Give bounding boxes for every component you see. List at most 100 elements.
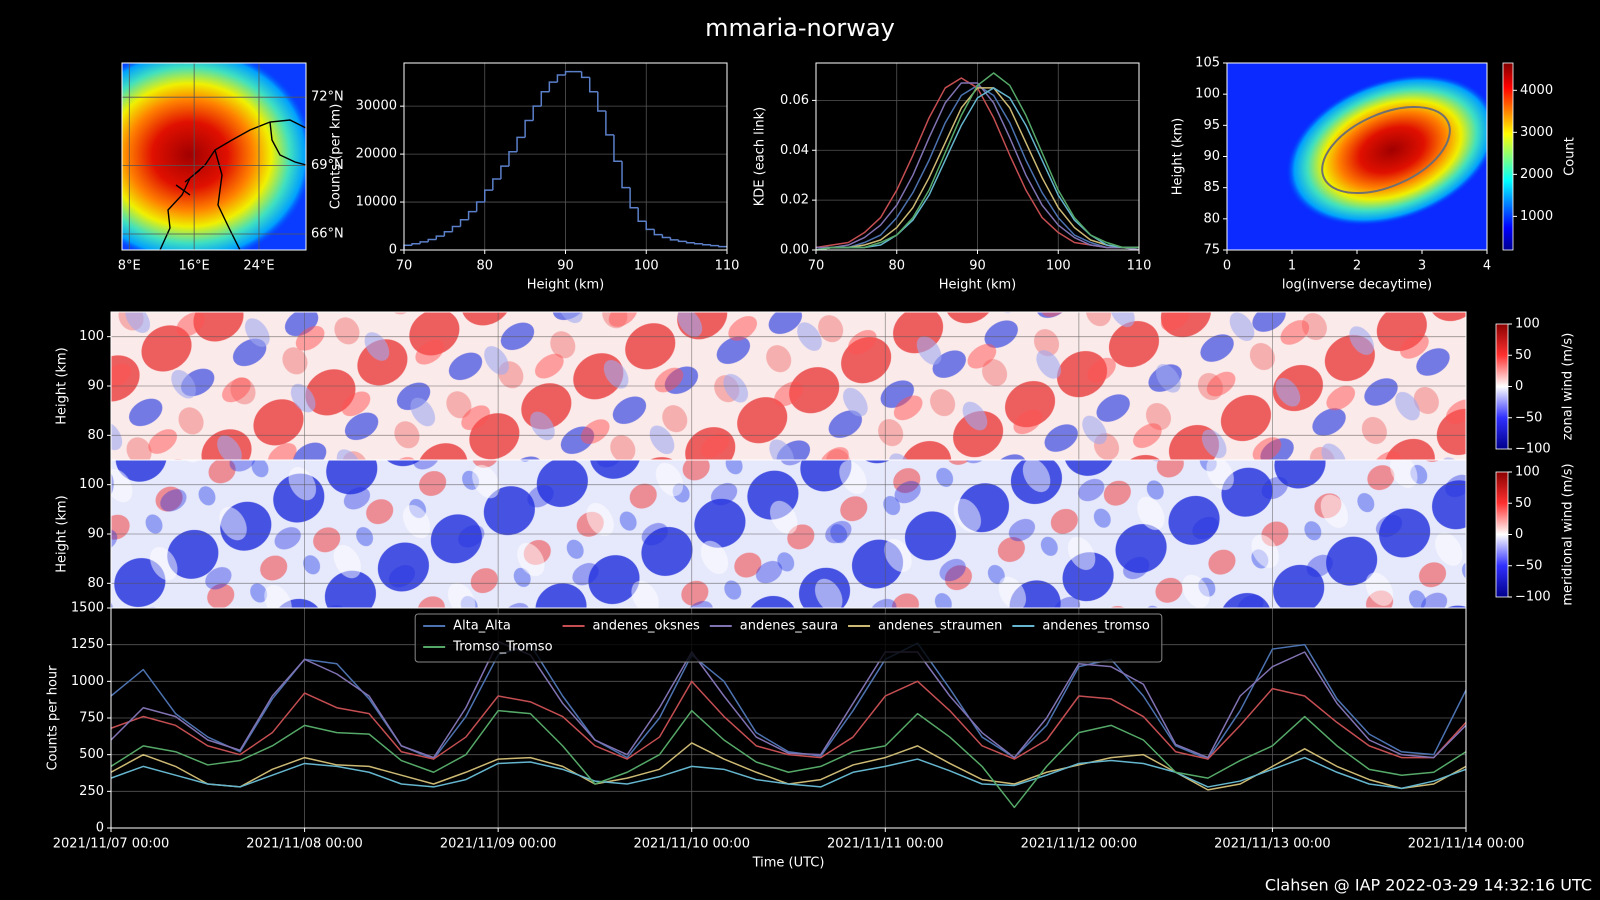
hist-bar: [451, 225, 461, 232]
colorbar-tick-label: 4000: [1520, 83, 1553, 98]
y-axis-label: Counts (per km): [329, 104, 344, 210]
colorbar-tick-label: 0: [1515, 527, 1523, 542]
y-axis-label: Counts per hour: [46, 665, 61, 771]
legend-label: andenes_saura: [740, 619, 838, 634]
hist-bar: [588, 77, 598, 93]
x-tick-label: 2021/11/07 00:00: [53, 837, 170, 852]
x-tick-label: 90: [557, 259, 574, 274]
legend-label: Tromso_Tromso: [452, 640, 552, 655]
y-axis-label: Height (km): [55, 495, 70, 572]
y-tick-label: 69°N: [311, 158, 344, 173]
figure-title: mmaria-norway: [705, 14, 895, 42]
legend-box: [414, 613, 1163, 663]
colorbar-tick-label: −100: [1515, 442, 1551, 457]
colorbar-label: meridional wind (m/s): [1561, 463, 1576, 605]
hist-bar: [524, 119, 534, 138]
series-line: [110, 640, 1467, 759]
colorbar-label: Count: [1563, 137, 1578, 176]
y-tick-label: 1500: [71, 601, 104, 616]
hist-bar: [475, 201, 485, 212]
colorbar-tick-label: −50: [1515, 410, 1542, 425]
x-axis-label: log(inverse decaytime): [1282, 278, 1432, 293]
x-tick-label: 24°E: [243, 259, 274, 274]
x-tick-label: 70: [808, 259, 825, 274]
hist-bar: [564, 70, 574, 75]
panel: 75 80 85 90 95 100 105 0 1 2 3 4 log(inverse decayti…: [1171, 56, 1492, 293]
x-tick-label: 2021/11/10 00:00: [633, 837, 750, 852]
colorbar: [1495, 471, 1509, 598]
hist-bar: [403, 244, 413, 250]
x-tick-label: 16°E: [179, 259, 210, 274]
hist-bar: [540, 91, 550, 107]
x-tick-label: 8°E: [118, 259, 141, 274]
colorbar-tick-label: 2000: [1520, 167, 1553, 182]
y-tick-label: 80: [87, 576, 104, 591]
hist-bar: [718, 245, 727, 248]
hist-bar: [532, 105, 542, 121]
x-axis-label: Height (km): [527, 278, 604, 293]
footer: Clahsen @ IAP 2022-03-29 14:32:16 UTC: [1265, 876, 1592, 895]
hist-bar: [435, 235, 445, 240]
x-tick-label: 4: [1483, 259, 1491, 274]
x-tick-label: 80: [888, 259, 905, 274]
series-line: [110, 756, 1467, 790]
legend-label: andenes_tromso: [1042, 619, 1150, 634]
colorbar: [1495, 323, 1509, 450]
map-field: [122, 63, 306, 250]
hist-bar: [492, 178, 501, 191]
series-line: [110, 642, 1467, 760]
hist-bar: [427, 238, 437, 242]
panel: 72°N 69°N 66°N 8°E 16°E 24°E: [118, 62, 344, 274]
axes-frame: [1226, 62, 1488, 251]
series-line: [815, 72, 1139, 251]
y-tick-label: 72°N: [311, 90, 344, 105]
hist-bar: [556, 74, 566, 83]
axes-frame: [815, 62, 1140, 251]
colorbar: [1502, 62, 1514, 251]
density-field: [1227, 63, 1487, 250]
y-tick-label: 100: [79, 329, 104, 344]
colorbar-tick-label: 100: [1515, 465, 1540, 480]
legend-item: andenes_straumen: [848, 619, 1002, 634]
x-tick-label: 80: [476, 259, 493, 274]
panel: 80 90 100 Height (km): [55, 311, 1467, 461]
colorbar-tick-label: 50: [1515, 348, 1532, 363]
legend-item: andenes_saura: [709, 619, 838, 634]
legend-item: andenes_tromso: [1012, 619, 1150, 634]
series-line: [110, 709, 1467, 809]
colorbar-tick-label: 3000: [1520, 125, 1553, 140]
colorbar-tick-label: 50: [1515, 496, 1532, 511]
x-tick-label: 2: [1353, 259, 1361, 274]
panel: 0 10000 20000 30000 70 80 90 100 110 Height (km) C…: [329, 62, 739, 293]
axes-frame: [110, 607, 1467, 829]
legend-label: Alta_Alta: [453, 619, 511, 634]
axes-frame: [403, 62, 728, 251]
y-tick-label: 0.02: [780, 193, 809, 208]
y-tick-label: 0.06: [780, 93, 809, 108]
legend-item: andenes_oksnes: [562, 619, 700, 634]
legend-item: Tromso_Tromso: [423, 640, 553, 655]
y-tick-label: 105: [1195, 56, 1220, 71]
x-axis-label: Time (UTC): [752, 856, 825, 871]
x-tick-label: 100: [1046, 259, 1071, 274]
hist-bar: [661, 234, 671, 239]
hist-bar: [645, 221, 655, 231]
y-tick-label: 0: [389, 243, 397, 258]
hist-bar: [613, 134, 623, 163]
x-tick-label: 1: [1288, 259, 1296, 274]
hist-bar: [702, 243, 711, 246]
legend-label: andenes_straumen: [878, 619, 1002, 634]
x-axis-label: Height (km): [939, 278, 1016, 293]
y-axis-label: Height (km): [1171, 118, 1186, 195]
axes-frame: [121, 62, 307, 251]
y-tick-label: 1000: [71, 674, 104, 689]
hist-bar: [548, 81, 558, 92]
hist-bar: [653, 229, 663, 236]
x-tick-label: 2021/11/08 00:00: [246, 837, 363, 852]
hist-bar: [508, 150, 518, 167]
x-tick-label: 2021/11/09 00:00: [440, 837, 557, 852]
y-tick-label: 500: [79, 747, 104, 762]
y-tick-label: 90: [87, 527, 104, 542]
hist-bar: [629, 187, 639, 209]
